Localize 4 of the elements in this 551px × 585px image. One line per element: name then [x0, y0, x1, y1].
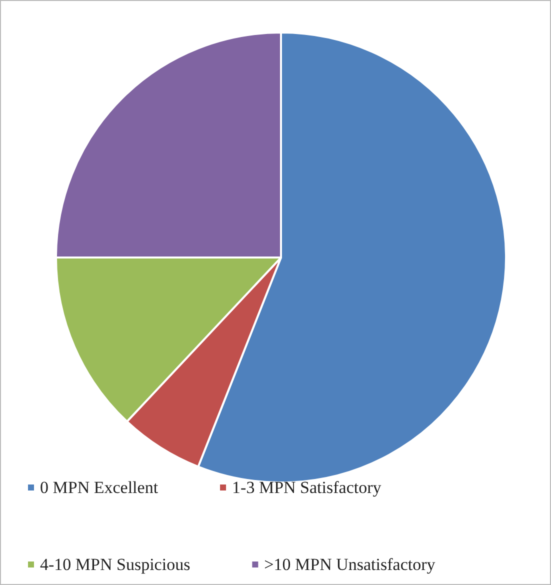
- legend-label: 1-3 MPN Satisfactory: [232, 478, 382, 497]
- legend-label: >10 MPN Unsatisfactory: [264, 555, 436, 574]
- legend-label: 0 MPN Excellent: [40, 478, 158, 497]
- legend-label: 4-10 MPN Suspicious: [40, 555, 190, 574]
